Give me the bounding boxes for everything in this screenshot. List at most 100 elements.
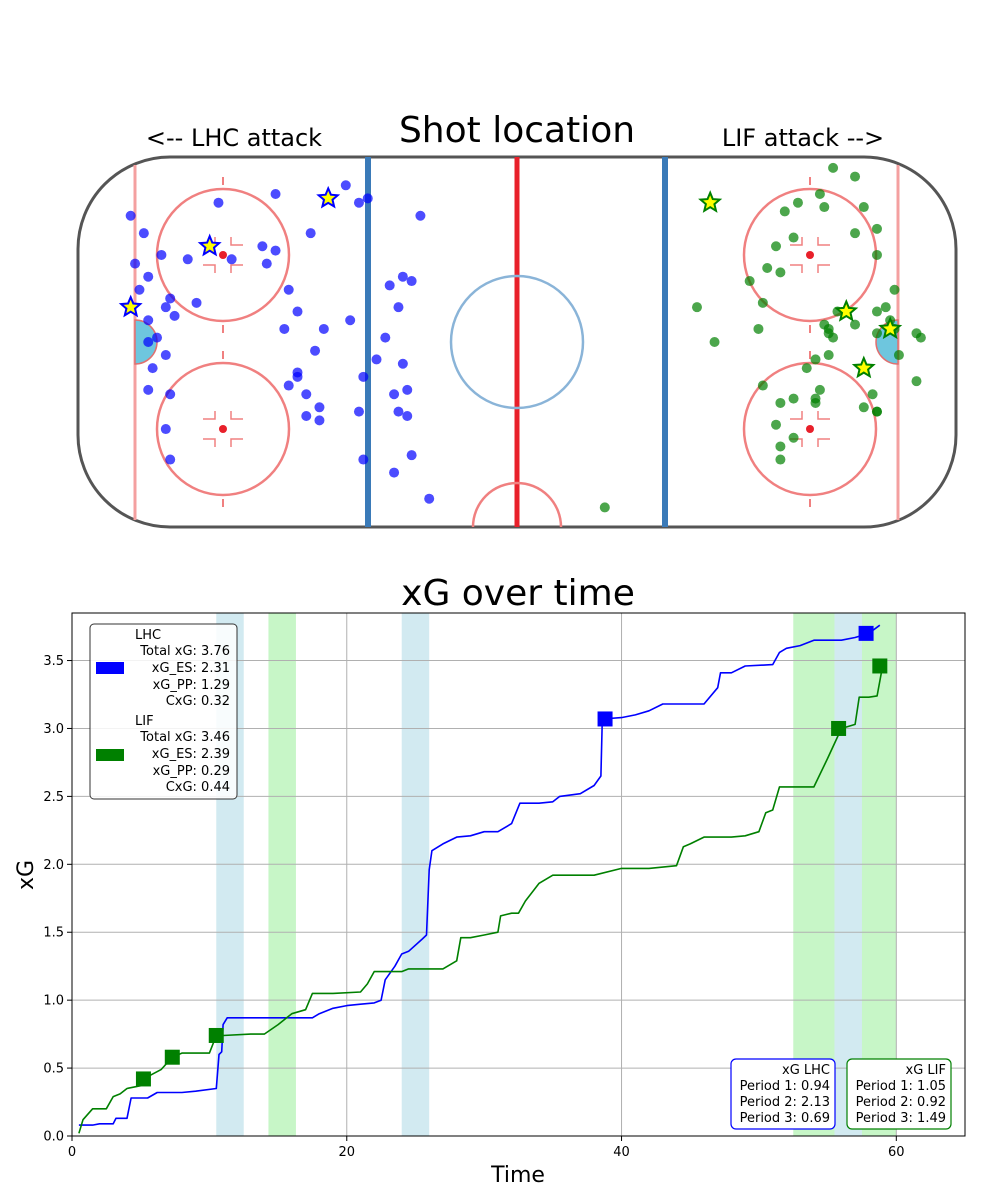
legend-swatch-lhc [96, 662, 124, 674]
goal-marker-lif [208, 1027, 224, 1043]
shot-dot-lif [814, 189, 825, 199]
shot-dot-lhc [283, 380, 294, 391]
shot-dot-lif [810, 354, 821, 365]
pp-band-lhc [834, 613, 862, 1136]
shot-dot-lhc [156, 249, 167, 260]
shot-dot-lhc [415, 210, 426, 221]
shot-dot-lif [819, 202, 830, 213]
shot-dot-lif [691, 302, 702, 313]
goal-marker-lif [135, 1071, 151, 1087]
shot-dot-lif [709, 337, 720, 347]
shot-dot-lhc [213, 197, 224, 208]
xg-panel: xG over time 0 20 40 60 0.0 0.5 1.0 1.5 2.0 2.5 3.… [14, 573, 966, 1188]
shot-dot-lhc [314, 415, 325, 426]
shot-dot-lif [871, 306, 882, 317]
goal-star-lif [834, 298, 859, 322]
goal-star-lhc [197, 233, 222, 257]
shot-dot-lhc [169, 310, 180, 321]
legend-lhc-total: Total xG: 3.76 [139, 644, 230, 659]
shot-dot-lhc [270, 189, 281, 199]
shot-dot-lif [889, 284, 900, 295]
shot-dot-lhc [165, 389, 176, 400]
legend-lif-name: LIF [135, 714, 154, 729]
shot-dot-lhc [143, 315, 154, 326]
period-lif-p3: Period 3: 1.49 [856, 1111, 946, 1126]
shot-dot-lif [771, 419, 782, 430]
shot-dot-lhc [165, 454, 176, 465]
shot-dot-lif [867, 389, 878, 400]
shot-dot-lif [599, 502, 610, 513]
period-lif-title: xG LIF [906, 1063, 946, 1078]
legend-lif-cxg: CxG: 0.44 [166, 780, 230, 795]
shot-dot-lhc [402, 384, 413, 395]
shot-dot-lhc [362, 193, 373, 204]
shot-dot-lhc [165, 293, 176, 304]
shot-dot-lif [850, 319, 861, 330]
goal-markers [135, 625, 888, 1087]
shot-dot-lif [823, 350, 834, 361]
shot-dot-lhc [340, 180, 351, 191]
xg-panel-title: xG over time [401, 573, 635, 614]
shot-dot-lif [810, 397, 821, 408]
shot-dot-lhc [301, 411, 312, 421]
x-tick-label: 40 [613, 1145, 630, 1160]
shot-dot-lhc [292, 306, 303, 317]
legend-lhc-es: xG_ES: 2.31 [152, 661, 230, 676]
shot-dot-lif [850, 228, 861, 239]
shot-dot-lhc [147, 363, 158, 374]
axis-ticks: 0 20 40 60 0.0 0.5 1.0 1.5 2.0 2.5 3.0 3.5 [43, 654, 904, 1160]
shot-panel-title: Shot location [399, 110, 635, 151]
shot-dot-lhc [397, 358, 408, 369]
shot-dot-lif [871, 223, 882, 234]
y-tick-label: 2.0 [43, 858, 64, 873]
shot-dot-lhc [389, 389, 400, 400]
shot-dot-lhc [406, 276, 417, 287]
shot-dot-lhc [125, 210, 136, 221]
goal-star-lif [878, 316, 903, 340]
goal-star-lhc [316, 185, 341, 209]
shot-dot-lhc [310, 345, 321, 356]
shot-dot-lhc [393, 302, 404, 313]
legend-lif-total: Total xG: 3.46 [139, 730, 230, 745]
shot-dot-lhc [358, 371, 369, 382]
shot-dot-lhc [318, 323, 329, 334]
goal-star-lhc [118, 294, 143, 318]
shot-dot-lhc [143, 271, 154, 282]
shot-dot-lhc [314, 402, 325, 413]
pp-band-lhc [401, 613, 430, 1136]
x-tick-label: 60 [888, 1145, 905, 1160]
shot-dot-lif [911, 376, 922, 387]
goal-marker-lif [872, 658, 888, 674]
shot-dot-lif [744, 276, 755, 287]
shot-dot-lif [775, 267, 786, 278]
lhc-attack-label: <-- LHC attack [146, 124, 322, 152]
center-faceoff-circle [449, 274, 585, 410]
period-lif-p1: Period 1: 1.05 [856, 1079, 946, 1094]
shot-dot-lhc [160, 302, 171, 313]
shot-dot-lhc [279, 323, 290, 334]
plot-frame [71, 612, 966, 1137]
shot-dot-lhc [292, 371, 303, 382]
goal-stars [118, 185, 903, 379]
shot-dot-lhc [397, 271, 408, 282]
goal-marker-lhc [597, 711, 613, 727]
legend-swatch-lif [96, 749, 124, 761]
period-lhc-p3: Period 3: 0.69 [740, 1111, 830, 1126]
shot-dot-lhc [353, 197, 364, 208]
legend-lhc-cxg: CxG: 0.32 [166, 694, 230, 709]
y-tick-label: 2.5 [43, 790, 64, 805]
shot-dot-lhc [160, 424, 171, 435]
legend-lhc-name: LHC [135, 628, 161, 643]
faceoff-circle-right-bottom [742, 351, 878, 507]
shot-dot-lhc [134, 284, 145, 295]
period-lhc-p1: Period 1: 0.94 [740, 1079, 830, 1094]
shot-dot-lif [871, 249, 882, 260]
goal-star-lif [698, 190, 723, 213]
shot-dot-lhc [270, 245, 281, 256]
shot-dot-lhc [143, 384, 154, 395]
shot-dot-lif [775, 454, 786, 465]
shot-dot-lif [757, 380, 768, 391]
legend-lif-pp: xG_PP: 0.29 [153, 764, 230, 779]
period-box-lhc: xG LHC Period 1: 0.94 Period 2: 2.13 Per… [730, 1058, 836, 1130]
